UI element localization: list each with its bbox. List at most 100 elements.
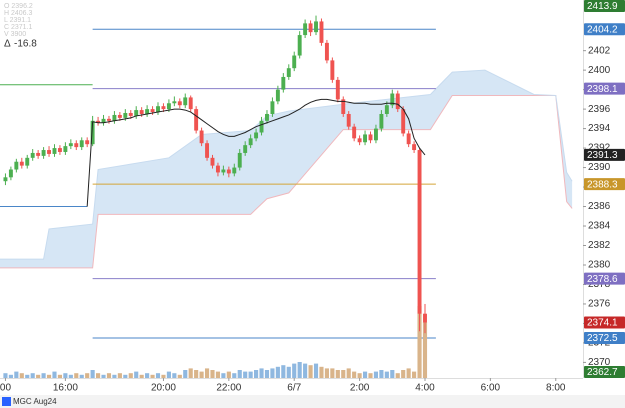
volume-bar bbox=[270, 368, 275, 378]
candle-body bbox=[47, 150, 51, 154]
candle-body bbox=[346, 113, 351, 127]
volume-bar bbox=[199, 371, 204, 378]
candle-body bbox=[150, 109, 155, 113]
candle-body bbox=[128, 113, 133, 116]
candle-body bbox=[188, 97, 193, 110]
candle-body bbox=[194, 109, 199, 131]
candle-body bbox=[286, 68, 291, 77]
candle-body bbox=[281, 76, 286, 90]
price-tag bbox=[584, 23, 625, 36]
price-tag-label: 2398.1 bbox=[587, 84, 618, 95]
candle-body bbox=[14, 161, 19, 170]
volume-bar bbox=[379, 370, 384, 378]
x-tick-label: 6:00 bbox=[481, 383, 501, 394]
cloud-lower-edge bbox=[0, 94, 573, 269]
volume-bar bbox=[313, 363, 319, 378]
volume-bar bbox=[390, 370, 395, 378]
candle-body bbox=[63, 146, 68, 152]
candle-body bbox=[265, 113, 269, 121]
candle-body bbox=[205, 143, 210, 158]
candle-body bbox=[156, 106, 160, 113]
candle-body bbox=[90, 120, 95, 145]
volume-bar bbox=[281, 365, 286, 378]
price-tag bbox=[584, 178, 625, 191]
candle-body bbox=[30, 152, 35, 158]
volume-bar bbox=[101, 374, 106, 378]
volume-bar bbox=[275, 366, 280, 378]
volume-bar bbox=[248, 371, 253, 378]
candle-body bbox=[254, 132, 259, 139]
price-tag-label: 2391.3 bbox=[587, 150, 618, 161]
candle-body bbox=[395, 93, 400, 110]
candle-body bbox=[379, 113, 384, 129]
y-tick-label: 2394 bbox=[588, 123, 611, 134]
candle-body bbox=[101, 118, 106, 123]
volume-bar bbox=[150, 374, 155, 378]
volume-bar bbox=[46, 374, 52, 378]
volume-bar bbox=[134, 371, 139, 378]
volume-bar bbox=[303, 363, 308, 378]
volume-bar bbox=[221, 373, 226, 378]
volume-bar bbox=[41, 373, 46, 378]
candle-body bbox=[41, 150, 46, 156]
ohlc-legend: O 2396.2 bbox=[4, 3, 33, 10]
volume-bar bbox=[324, 368, 329, 378]
volume-bar bbox=[194, 370, 199, 378]
y-tick-label: 2384 bbox=[588, 221, 611, 232]
volume-bar bbox=[63, 373, 68, 378]
volume-bar bbox=[226, 371, 231, 378]
volume-bar bbox=[362, 371, 368, 378]
candle-body bbox=[390, 93, 395, 106]
volume-bar bbox=[335, 370, 340, 378]
ohlc-legend: L 2391.1 bbox=[4, 17, 31, 24]
volume-bar bbox=[30, 373, 35, 378]
candle-body bbox=[183, 97, 188, 106]
candle-body bbox=[363, 134, 368, 143]
candle-body bbox=[52, 148, 57, 154]
candle-body bbox=[357, 138, 362, 143]
candle-body bbox=[368, 134, 373, 141]
volume-bar bbox=[210, 370, 215, 378]
cloud-upper-edge bbox=[0, 69, 573, 260]
candle-body bbox=[314, 21, 318, 33]
candle-body bbox=[352, 126, 357, 139]
price-tag bbox=[584, 0, 625, 12]
symbol-label[interactable]: MGC Aug24 bbox=[13, 397, 57, 406]
volume-bar bbox=[297, 362, 302, 378]
candle-body bbox=[417, 150, 422, 314]
volume-bar bbox=[401, 370, 406, 378]
volume-bar bbox=[259, 368, 264, 378]
price-tag-label: 2362.7 bbox=[587, 367, 618, 378]
candle-body bbox=[275, 89, 280, 102]
candle-body bbox=[74, 143, 79, 148]
price-tag-label: 2388.3 bbox=[587, 179, 618, 190]
candle-body bbox=[177, 101, 182, 106]
volume-bar bbox=[155, 373, 161, 378]
volume-bar bbox=[292, 363, 297, 378]
y-tick-label: 2400 bbox=[588, 65, 611, 76]
x-tick-label: 00 bbox=[0, 383, 11, 394]
candle-body bbox=[172, 101, 177, 104]
volume-bar bbox=[330, 368, 335, 378]
candle-body bbox=[308, 23, 313, 33]
volume-bar bbox=[308, 365, 313, 378]
volume-bar bbox=[368, 373, 373, 378]
x-tick-label: 8:00 bbox=[546, 383, 566, 394]
volume-bar bbox=[90, 370, 95, 378]
x-tick-label: 16:00 bbox=[53, 383, 78, 394]
candle-body bbox=[161, 106, 166, 110]
price-tag-label: 2372.5 bbox=[587, 333, 618, 344]
volume-bar bbox=[36, 374, 41, 378]
volume-bar bbox=[183, 370, 188, 378]
volume-bar bbox=[52, 371, 57, 378]
candle-body bbox=[166, 103, 171, 110]
price-tag bbox=[584, 332, 625, 345]
volume-bar bbox=[177, 374, 182, 378]
volume-bar bbox=[123, 374, 128, 378]
candle-body bbox=[259, 120, 264, 133]
candle-body bbox=[57, 148, 62, 152]
candle-body bbox=[107, 118, 111, 121]
y-tick-label: 2396 bbox=[588, 104, 611, 115]
cloud bbox=[0, 70, 573, 268]
volume-bar bbox=[286, 366, 291, 378]
